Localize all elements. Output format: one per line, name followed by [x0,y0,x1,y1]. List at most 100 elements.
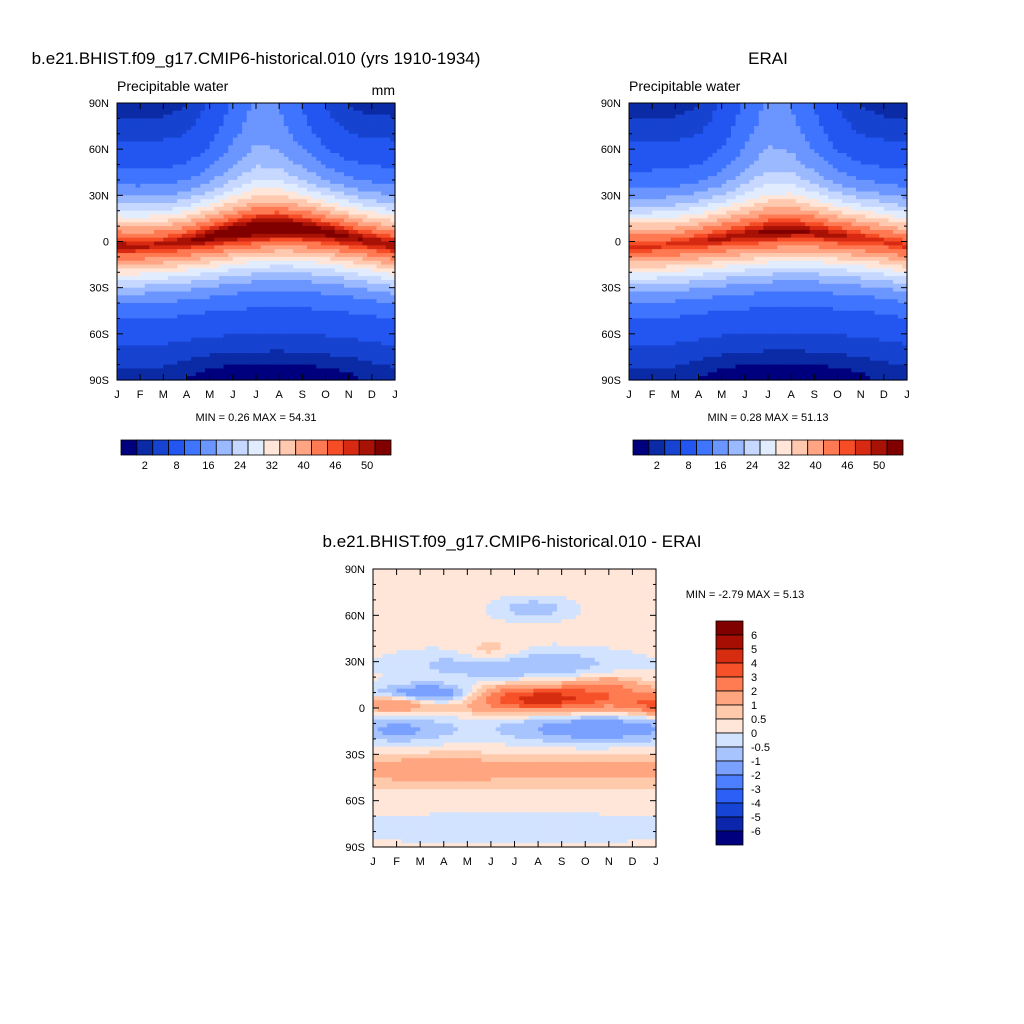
heatmap-cell [274,283,280,289]
heatmap-cell [177,376,183,381]
heatmap-cell [260,333,266,339]
heatmap-cell [735,114,741,119]
heatmap-cell [181,260,188,266]
heatmap-cell [117,241,123,246]
heatmap-cell [191,114,197,119]
heatmap-cell [149,322,155,327]
heatmap-cell [339,256,345,262]
heatmap-cell [163,295,169,300]
heatmap-cell [181,318,188,323]
heatmap-cell [357,129,364,135]
heatmap-cell [684,106,690,112]
heatmap-cell [703,122,709,127]
heatmap-cell [214,333,220,339]
heatmap-cell [223,199,229,204]
heatmap-cell [371,164,378,170]
heatmap-cell [140,156,146,162]
heatmap-cell [330,233,336,239]
heatmap-cell [316,214,322,220]
heatmap-cell [237,260,243,266]
heatmap-cell [279,276,285,281]
heatmap-cell [730,126,737,131]
heatmap-cell [223,195,229,200]
heatmap-cell [348,176,354,181]
heatmap-cell [237,110,243,116]
heatmap-cell [121,218,127,223]
heatmap-cell [177,176,183,181]
heatmap-cell [306,191,313,196]
heatmap-cell [121,268,127,273]
heatmap-cell [154,368,160,373]
heatmap-cell [357,272,364,277]
heatmap-cell [223,268,229,273]
heatmap-cell [126,199,132,204]
heatmap-cell [130,176,137,181]
heatmap-cell [661,122,667,127]
heatmap-cell [167,106,174,112]
heatmap-cell [251,314,257,320]
heatmap-cell [357,287,364,293]
heatmap-cell [191,237,197,243]
heatmap-cell [186,110,192,116]
heatmap-cell [297,256,303,262]
heatmap-cell [181,214,188,220]
heatmap-cell [330,364,336,370]
heatmap-cell [223,153,229,158]
heatmap-cell [339,114,345,119]
heatmap-cell [348,360,354,366]
heatmap-cell [246,110,252,116]
heatmap-cell [205,368,211,373]
heatmap-cell [390,237,396,243]
heatmap-cell [385,214,391,220]
heatmap-cell [121,283,127,289]
heatmap-cell [191,329,197,335]
heatmap-cell [214,210,220,216]
heatmap-cell [140,122,146,127]
heatmap-cell [260,368,266,373]
heatmap-cell [348,256,354,262]
heatmap-cell [320,376,327,381]
heatmap-cell [130,114,137,119]
heatmap-cell [181,183,188,189]
heatmap-cell [186,114,192,119]
heatmap-cell [689,118,695,123]
heatmap-cell [260,260,266,266]
heatmap-cell [130,329,137,335]
heatmap-cell [339,122,345,127]
heatmap-cell [242,256,248,262]
heatmap-cell [274,126,280,131]
heatmap-cell [126,179,132,185]
heatmap-cell [362,333,368,339]
heatmap-cell [172,191,178,196]
heatmap-cell [385,376,391,381]
heatmap-cell [339,364,345,370]
heatmap-cell [339,306,345,312]
heatmap-cell [348,199,354,204]
heatmap-cell [228,318,234,323]
heatmap-cell [140,153,146,158]
heatmap-cell [260,103,266,108]
heatmap-cell [362,260,368,266]
heatmap-cell [126,206,132,212]
heatmap-cell [334,260,340,266]
heatmap-cell [679,129,686,135]
heatmap-cell [177,118,183,123]
colorbar-swatch [184,439,201,456]
heatmap-cell [381,172,387,177]
heatmap-cell [130,218,137,223]
heatmap-cell [316,333,322,339]
heatmap-cell [195,337,201,343]
heatmap-cell [306,222,313,227]
heatmap-cell [823,103,829,108]
heatmap-cell [117,318,123,323]
heatmap-cell [279,110,285,116]
heatmap-cell [344,349,350,354]
heatmap-cell [316,272,322,277]
heatmap-cell [265,279,271,285]
heatmap-cell [330,333,336,339]
heatmap-cell [186,303,192,308]
heatmap-cell [297,364,303,370]
heatmap-cell [205,164,211,170]
heatmap-cell [186,145,192,150]
heatmap-cell [805,133,811,139]
